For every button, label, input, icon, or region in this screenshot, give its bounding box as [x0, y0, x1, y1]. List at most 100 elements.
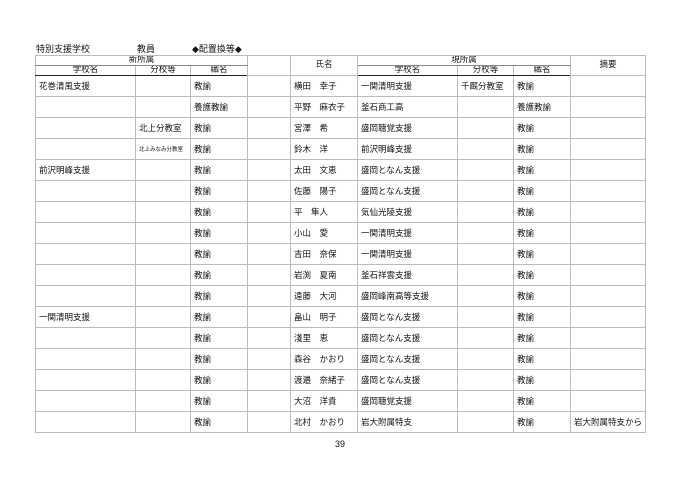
cell-cur-position: 教諭 — [513, 159, 571, 181]
cell-new-position: 教諭 — [190, 117, 248, 139]
cell-cur-school: 盛岡となん支援 — [357, 180, 458, 202]
cell-cur-branch — [457, 348, 514, 370]
blank-cell — [247, 327, 291, 349]
cell-cur-position: 教諭 — [513, 348, 571, 370]
cell-cur-school: 気仙光陵支援 — [357, 201, 458, 223]
cell-cur-branch — [457, 285, 514, 307]
table-row: 教諭 大沼 洋貴 盛岡聴覚支援 教諭 — [35, 390, 647, 412]
cell-new-position: 養護教諭 — [190, 96, 248, 118]
table-row: 前沢明峰支援 教諭 太田 文恵 盛岡となん支援 教諭 — [35, 159, 647, 181]
cell-new-branch — [135, 159, 191, 181]
cell-summary — [569, 180, 647, 202]
cell-summary — [569, 327, 647, 349]
cell-cur-position: 教諭 — [513, 327, 571, 349]
personnel-table: 新所属 氏名 現所属 摘要 学校名 分校等 職名 学校名 分校等 職名 花巻清風… — [35, 55, 647, 433]
header-new-school: 学校名 — [35, 65, 136, 76]
cell-name: 北村 かおり — [290, 411, 358, 433]
cell-name: 森谷 かおり — [290, 348, 358, 370]
cell-name: 太田 文恵 — [290, 159, 358, 181]
header-cur-branch: 分校等 — [457, 65, 514, 76]
cell-cur-school: 一関清明支援 — [357, 222, 458, 244]
cell-cur-position: 教諭 — [513, 390, 571, 412]
cell-new-school: 花巻清風支援 — [35, 75, 136, 97]
cell-cur-school: 盛岡峰南高等支援 — [357, 285, 458, 307]
cell-new-position: 教諭 — [190, 285, 248, 307]
cell-name: 渡邉 奈緒子 — [290, 369, 358, 391]
header-new-position: 職名 — [190, 65, 248, 76]
cell-summary — [569, 159, 647, 181]
cell-new-branch — [135, 390, 191, 412]
cell-cur-position: 教諭 — [513, 180, 571, 202]
cell-cur-branch — [457, 201, 514, 223]
section-label: ◆配置換等◆ — [192, 45, 242, 55]
cell-new-school — [35, 348, 136, 370]
cell-cur-branch — [457, 159, 514, 181]
cell-cur-branch — [457, 243, 514, 265]
table-row: 教諭 小山 愛一関清明支援 教諭 — [35, 222, 647, 244]
cell-new-branch — [135, 306, 191, 328]
cell-new-position: 教諭 — [190, 411, 248, 433]
table-row: 養護教諭 平野 麻衣子 釜石商工高 養護教諭 — [35, 96, 647, 118]
cell-new-school — [35, 222, 136, 244]
header-blank — [247, 55, 291, 76]
cell-name: 平 隼人 — [290, 201, 358, 223]
table-row: 教諭 平 隼人 気仙光陵支援 教諭 — [35, 201, 647, 223]
cell-cur-position: 教諭 — [513, 411, 571, 433]
cell-new-school — [35, 264, 136, 286]
cell-summary — [569, 264, 647, 286]
cell-summary — [569, 285, 647, 307]
blank-cell — [247, 285, 291, 307]
cell-cur-position: 養護教諭 — [513, 96, 571, 118]
cell-new-school — [35, 201, 136, 223]
cell-cur-position: 教諭 — [513, 138, 571, 160]
cell-cur-branch — [457, 96, 514, 118]
cell-new-school — [35, 180, 136, 202]
cell-new-branch: 北上みなみ分教室 — [135, 138, 191, 160]
cell-new-position: 教諭 — [190, 369, 248, 391]
cell-cur-position: 教諭 — [513, 117, 571, 139]
blank-cell — [247, 390, 291, 412]
cell-cur-school: 盛岡となん支援 — [357, 306, 458, 328]
cell-summary — [569, 201, 647, 223]
cell-new-branch — [135, 264, 191, 286]
cell-cur-position: 教諭 — [513, 243, 571, 265]
cell-cur-school: 岩大附属特支 — [357, 411, 458, 433]
cell-name: 吉田 奈保 — [290, 243, 358, 265]
cell-name: 小山 愛 — [290, 222, 358, 244]
cell-name: 佐藤 陽子 — [290, 180, 358, 202]
cell-cur-position: 教諭 — [513, 201, 571, 223]
table-row: 北上分教室 教諭 宮澤 希盛岡聴覚支援 教諭 — [35, 117, 647, 139]
cell-name: 宮澤 希 — [290, 117, 358, 139]
cell-new-branch — [135, 243, 191, 265]
table-row: 教諭 岩渕 夏南 釜石祥雲支援 教諭 — [35, 264, 647, 286]
cell-cur-school: 盛岡となん支援 — [357, 159, 458, 181]
table-row: 北上みなみ分教室 教諭 鈴木 洋前沢明峰支援 教諭 — [35, 138, 647, 160]
cell-new-school — [35, 285, 136, 307]
cell-new-school — [35, 117, 136, 139]
cell-cur-branch — [457, 390, 514, 412]
cell-new-school — [35, 243, 136, 265]
cell-cur-position: 教諭 — [513, 306, 571, 328]
cell-new-position: 教諭 — [190, 138, 248, 160]
cell-cur-school: 盛岡となん支援 — [357, 327, 458, 349]
cell-new-position: 教諭 — [190, 348, 248, 370]
cell-cur-branch — [457, 264, 514, 286]
cell-name: 淺里 恵 — [290, 327, 358, 349]
blank-cell — [247, 264, 291, 286]
cell-new-branch — [135, 411, 191, 433]
cell-summary — [569, 369, 647, 391]
cell-cur-school: 釜石商工高 — [357, 96, 458, 118]
cell-new-branch — [135, 369, 191, 391]
cell-new-branch — [135, 201, 191, 223]
category-label: 特別支援学校 — [36, 45, 91, 55]
cell-name: 遠藤 大河 — [290, 285, 358, 307]
header-new-branch: 分校等 — [135, 65, 191, 76]
cell-new-school: 前沢明峰支援 — [35, 159, 136, 181]
blank-cell — [247, 369, 291, 391]
cell-summary — [569, 243, 647, 265]
cell-summary — [569, 222, 647, 244]
cell-new-school — [35, 390, 136, 412]
cell-name: 畠山 明子 — [290, 306, 358, 328]
table-row: 教諭 森谷 かおり 盛岡となん支援 教諭 — [35, 348, 647, 370]
cell-new-position: 教諭 — [190, 390, 248, 412]
